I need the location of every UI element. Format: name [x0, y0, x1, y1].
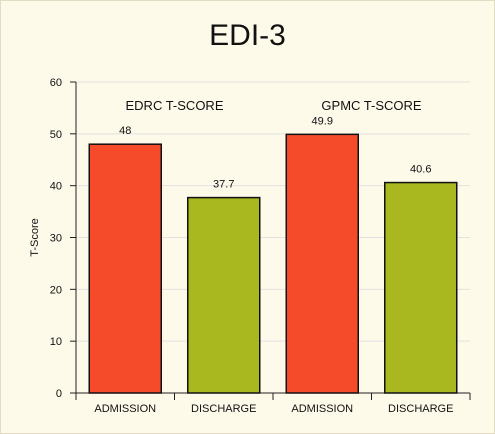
bar — [187, 196, 261, 394]
y-tick-label: 40 — [50, 181, 62, 193]
data-label: 48 — [119, 125, 131, 137]
y-tick-label: 20 — [50, 284, 62, 296]
group-label: GPMC T-SCORE — [321, 98, 421, 113]
y-tick-label: 0 — [56, 388, 62, 400]
data-label: 40.6 — [410, 164, 431, 176]
bar — [384, 181, 458, 394]
x-tick-label: DISCHARGE — [191, 403, 256, 415]
chart-title: EDI-3 — [209, 19, 286, 52]
data-label: 37.7 — [213, 179, 234, 191]
data-label: 49.9 — [312, 115, 333, 127]
group-label: EDRC T-SCORE — [126, 98, 224, 113]
x-tick-label: ADMISSION — [291, 403, 353, 415]
bar — [285, 133, 359, 394]
bar — [88, 143, 162, 394]
y-tick-label: 60 — [50, 77, 62, 89]
x-tick-label: ADMISSION — [94, 403, 156, 415]
y-tick-label: 10 — [50, 336, 62, 348]
y-axis-title: T-Score — [29, 218, 41, 257]
x-tick-label: DISCHARGE — [388, 403, 453, 415]
y-tick-label: 50 — [50, 129, 62, 141]
y-tick-label: 30 — [50, 233, 62, 245]
